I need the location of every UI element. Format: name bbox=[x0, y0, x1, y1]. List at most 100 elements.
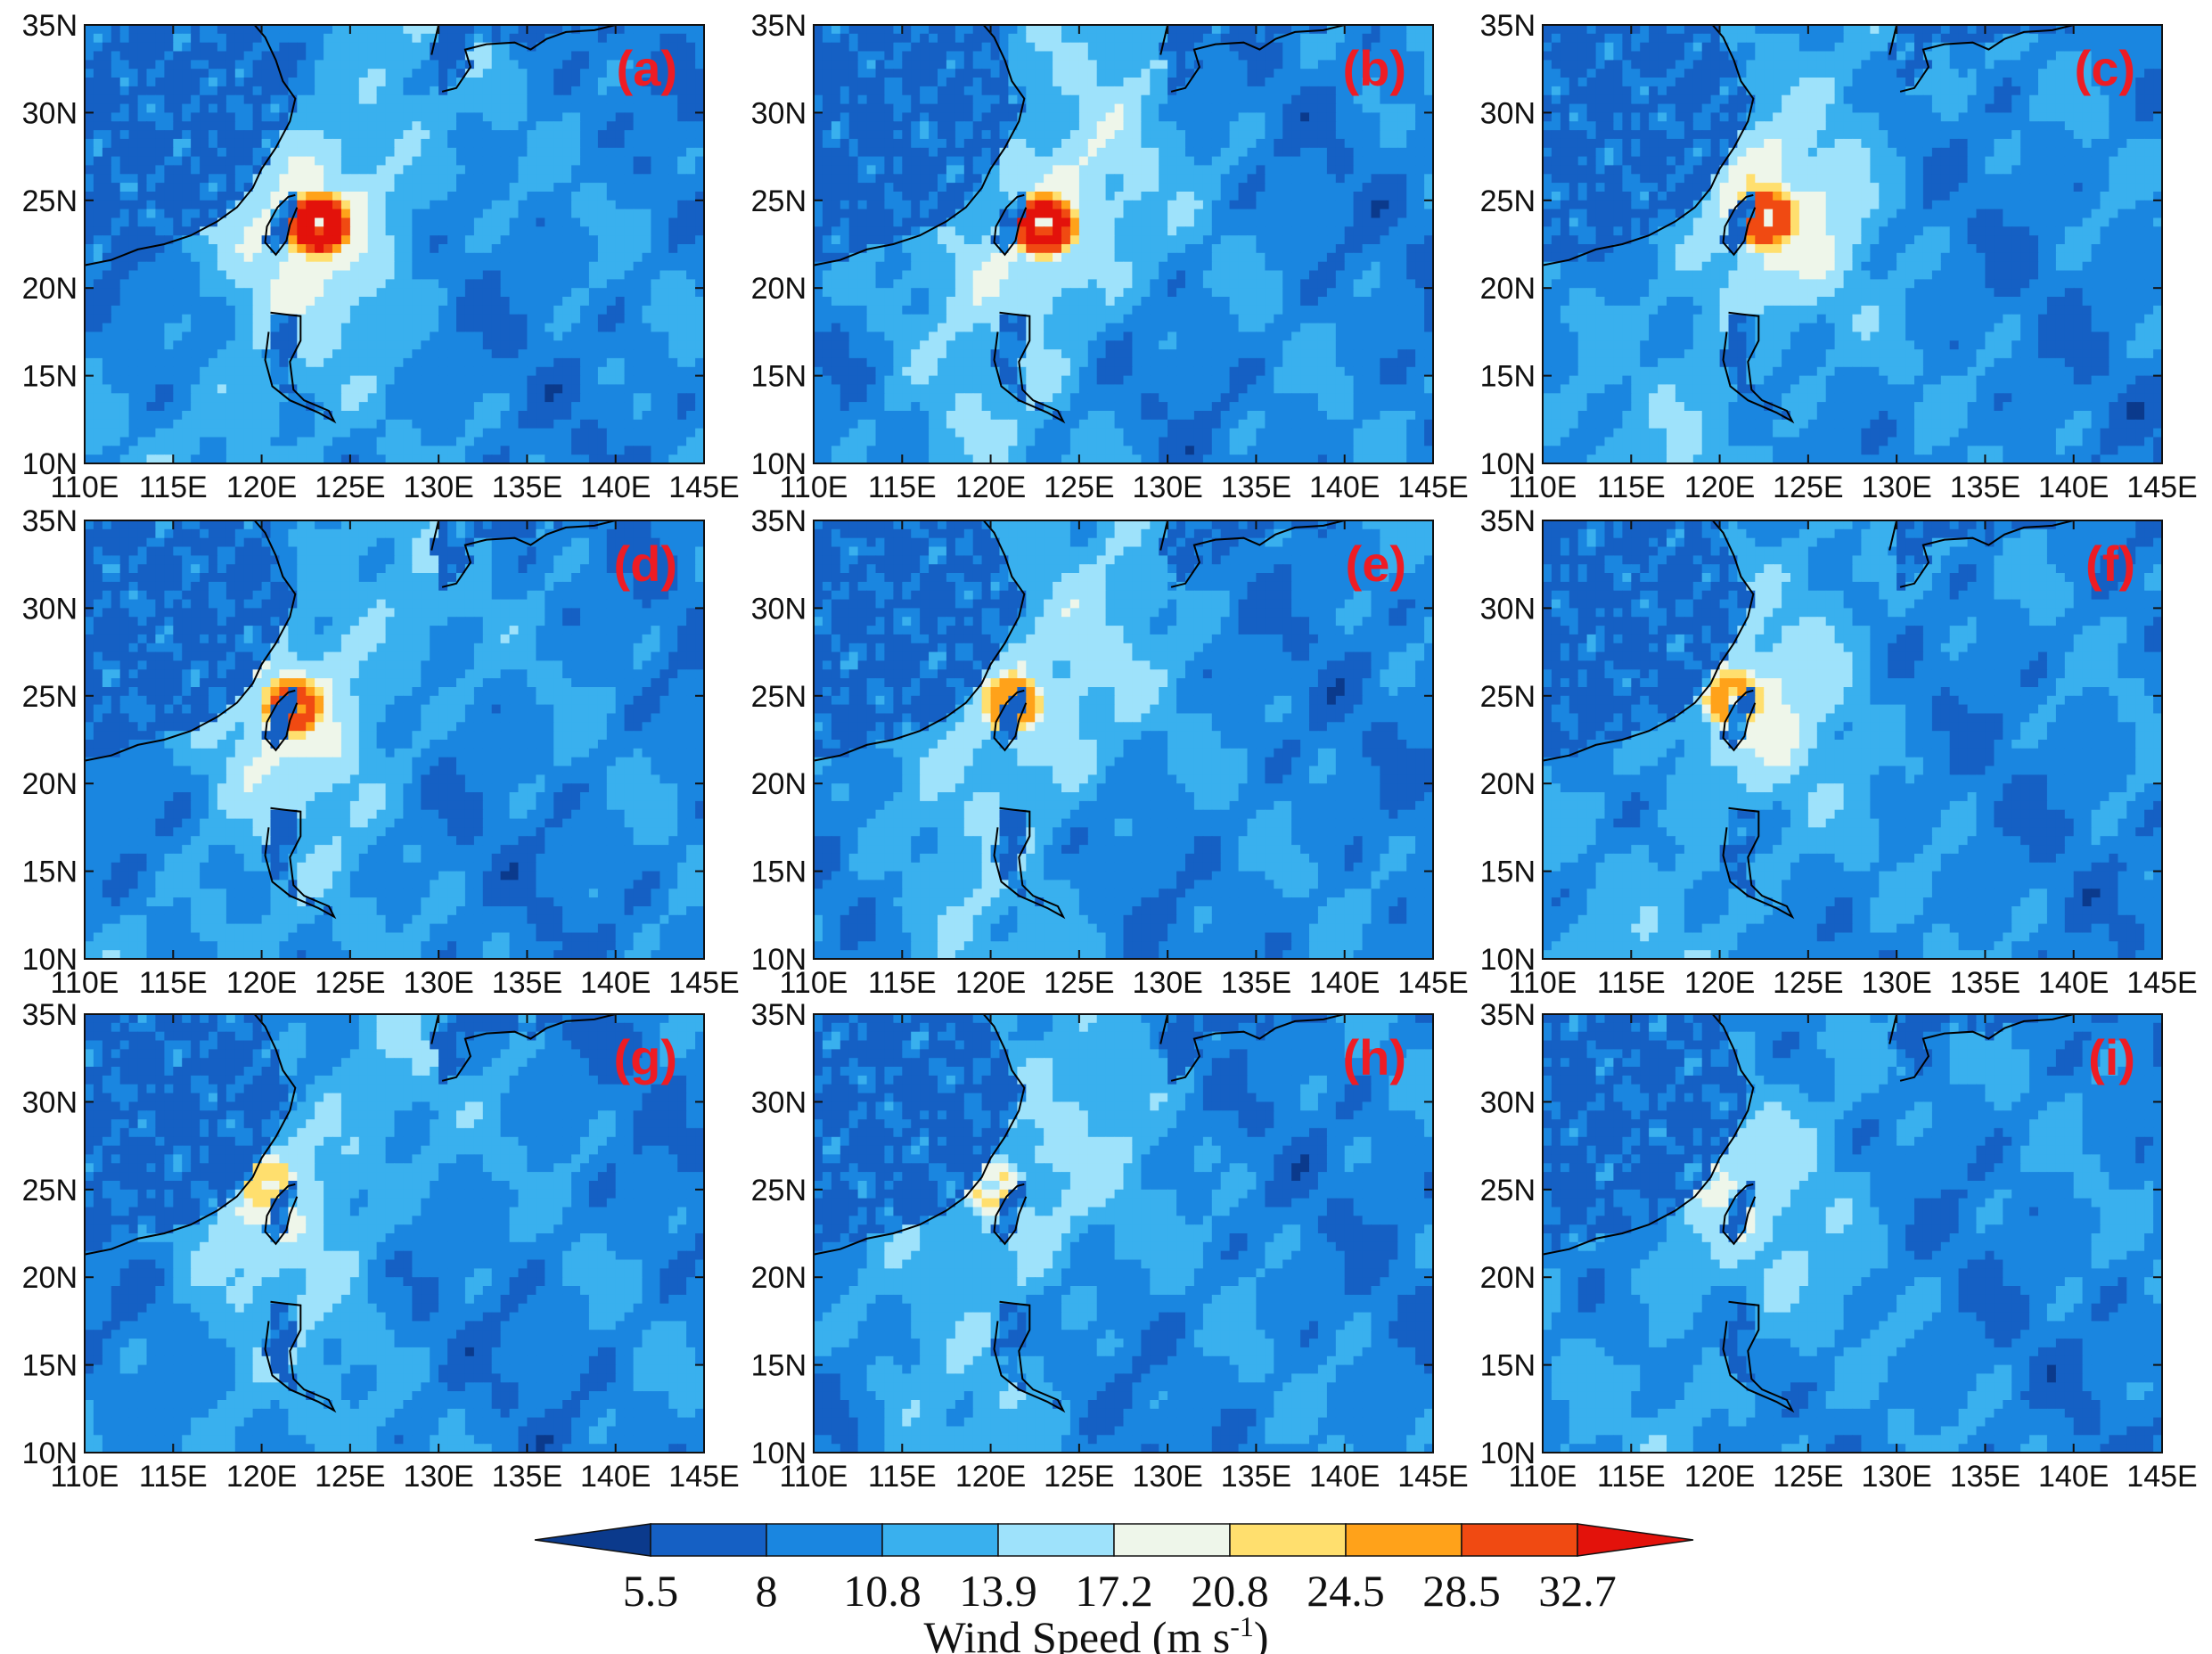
colorbar-tick-label: 20.8 bbox=[1191, 1566, 1269, 1616]
y-tick-label: 25N bbox=[22, 184, 78, 218]
x-tick-label: 120E bbox=[226, 966, 297, 1000]
y-tick-label: 35N bbox=[751, 504, 807, 538]
map-panel: 110E 115E 120E 125E 130E 135E 140E 145E35N30N25… bbox=[1480, 998, 2198, 1494]
y-tick-label: 10N bbox=[22, 943, 78, 977]
panel-label: (g) bbox=[613, 1029, 677, 1085]
x-tick-label: 135E bbox=[492, 1460, 562, 1494]
y-tick-label: 20N bbox=[751, 767, 807, 801]
y-tick-label: 15N bbox=[22, 360, 78, 394]
colorbar-title: Wind Speed (m s-1) bbox=[923, 1610, 1268, 1654]
x-tick-label: 135E bbox=[1221, 471, 1291, 504]
x-tick-label: 130E bbox=[1132, 1460, 1202, 1494]
x-tick-label: 120E bbox=[955, 1460, 1026, 1494]
y-tick-label: 30N bbox=[1480, 592, 1536, 626]
colorbar-tick-label: 17.2 bbox=[1075, 1566, 1153, 1616]
y-tick-label: 35N bbox=[1480, 998, 1536, 1032]
y-tick-label: 30N bbox=[751, 1085, 807, 1119]
panel-label: (a) bbox=[617, 40, 677, 96]
panel-label: (c) bbox=[2075, 40, 2135, 96]
x-tick-label: 125E bbox=[315, 1460, 385, 1494]
y-tick-label: 10N bbox=[751, 447, 807, 481]
y-tick-label: 15N bbox=[22, 856, 78, 889]
x-tick-label: 125E bbox=[1044, 966, 1114, 1000]
y-tick-label: 25N bbox=[1480, 1174, 1536, 1208]
x-tick-label: 130E bbox=[403, 966, 473, 1000]
wind-speed-field bbox=[85, 520, 705, 960]
y-tick-label: 35N bbox=[1480, 504, 1536, 538]
x-tick-label: 115E bbox=[1597, 1460, 1666, 1494]
colorbar-tick-label: 10.8 bbox=[843, 1566, 922, 1616]
x-tick-label: 120E bbox=[1684, 1460, 1755, 1494]
x-tick-label: 130E bbox=[1861, 1460, 1931, 1494]
y-tick-label: 35N bbox=[22, 504, 78, 538]
y-tick-label: 35N bbox=[751, 998, 807, 1032]
x-tick-label: 130E bbox=[1861, 966, 1931, 1000]
wind-speed-field bbox=[1543, 25, 2163, 464]
x-tick-label: 125E bbox=[1773, 471, 1843, 504]
x-tick-label: 115E bbox=[139, 1460, 208, 1494]
colorbar-tick-label: 5.5 bbox=[623, 1566, 679, 1616]
y-tick-label: 15N bbox=[1480, 360, 1536, 394]
x-tick-label: 140E bbox=[1309, 471, 1380, 504]
map-panel: 110E 115E 120E 125E 130E 135E 140E 145E35N30N25… bbox=[22, 9, 740, 504]
y-tick-label: 20N bbox=[751, 272, 807, 306]
x-tick-label: 125E bbox=[315, 471, 385, 504]
x-tick-label: 130E bbox=[403, 1460, 473, 1494]
y-tick-label: 15N bbox=[1480, 1349, 1536, 1383]
y-tick-label: 10N bbox=[1480, 943, 1536, 977]
colorbar-swatch bbox=[1114, 1524, 1230, 1556]
y-tick-label: 25N bbox=[751, 184, 807, 218]
colorbar-swatch bbox=[1346, 1524, 1462, 1556]
y-tick-label: 15N bbox=[22, 1349, 78, 1383]
map-panel: 110E 115E 120E 125E 130E 135E 140E 145E35N30N25… bbox=[1480, 504, 2198, 1000]
y-tick-label: 25N bbox=[22, 1174, 78, 1208]
wind-speed-field bbox=[85, 1014, 705, 1453]
x-tick-label: 135E bbox=[1221, 966, 1291, 1000]
y-tick-label: 25N bbox=[1480, 184, 1536, 218]
y-tick-label: 15N bbox=[1480, 856, 1536, 889]
colorbar-tick-label: 8 bbox=[756, 1566, 778, 1616]
map-panel: 110E 115E 120E 125E 130E 135E 140E 145E35N30N25… bbox=[1480, 9, 2198, 504]
colorbar-min-extend bbox=[535, 1524, 651, 1556]
x-tick-label: 120E bbox=[955, 471, 1026, 504]
colorbar-max-extend bbox=[1577, 1524, 1693, 1556]
x-tick-label: 140E bbox=[2038, 471, 2109, 504]
colorbar-tick-label: 13.9 bbox=[959, 1566, 1037, 1616]
wind-speed-field bbox=[814, 520, 1434, 960]
map-panel: 110E 115E 120E 125E 130E 135E 140E 145E35N30N25… bbox=[751, 998, 1469, 1494]
y-tick-label: 35N bbox=[751, 9, 807, 43]
y-tick-label: 30N bbox=[1480, 96, 1536, 130]
panel-label: (i) bbox=[2088, 1029, 2135, 1085]
x-tick-label: 125E bbox=[315, 966, 385, 1000]
x-tick-label: 145E bbox=[668, 966, 739, 1000]
panel-label: (f) bbox=[2085, 536, 2135, 592]
x-tick-label: 115E bbox=[868, 471, 937, 504]
colorbar-tick-label: 32.7 bbox=[1538, 1566, 1617, 1616]
y-tick-label: 30N bbox=[751, 592, 807, 626]
x-tick-label: 145E bbox=[1397, 1460, 1468, 1494]
x-tick-label: 140E bbox=[580, 966, 651, 1000]
y-tick-label: 15N bbox=[751, 856, 807, 889]
x-tick-label: 130E bbox=[1132, 471, 1202, 504]
y-tick-label: 25N bbox=[1480, 680, 1536, 714]
x-tick-label: 115E bbox=[139, 966, 208, 1000]
x-tick-label: 125E bbox=[1773, 1460, 1843, 1494]
x-tick-label: 115E bbox=[868, 966, 937, 1000]
y-tick-label: 25N bbox=[22, 680, 78, 714]
y-tick-label: 35N bbox=[1480, 9, 1536, 43]
map-panel: 110E 115E 120E 125E 130E 135E 140E 145E35N30N25… bbox=[751, 9, 1469, 504]
y-tick-label: 30N bbox=[751, 96, 807, 130]
x-tick-label: 140E bbox=[2038, 966, 2109, 1000]
x-tick-label: 140E bbox=[2038, 1460, 2109, 1494]
x-tick-label: 120E bbox=[1684, 471, 1755, 504]
y-tick-label: 10N bbox=[1480, 1437, 1536, 1470]
x-tick-label: 145E bbox=[2126, 471, 2197, 504]
y-tick-label: 35N bbox=[22, 9, 78, 43]
colorbar-swatch bbox=[998, 1524, 1114, 1556]
x-tick-label: 135E bbox=[1950, 1460, 2020, 1494]
y-tick-label: 30N bbox=[22, 592, 78, 626]
wind-speed-field bbox=[814, 1014, 1434, 1453]
map-panel: 110E 115E 120E 125E 130E 135E 140E 145E35N30N25… bbox=[751, 504, 1469, 1000]
